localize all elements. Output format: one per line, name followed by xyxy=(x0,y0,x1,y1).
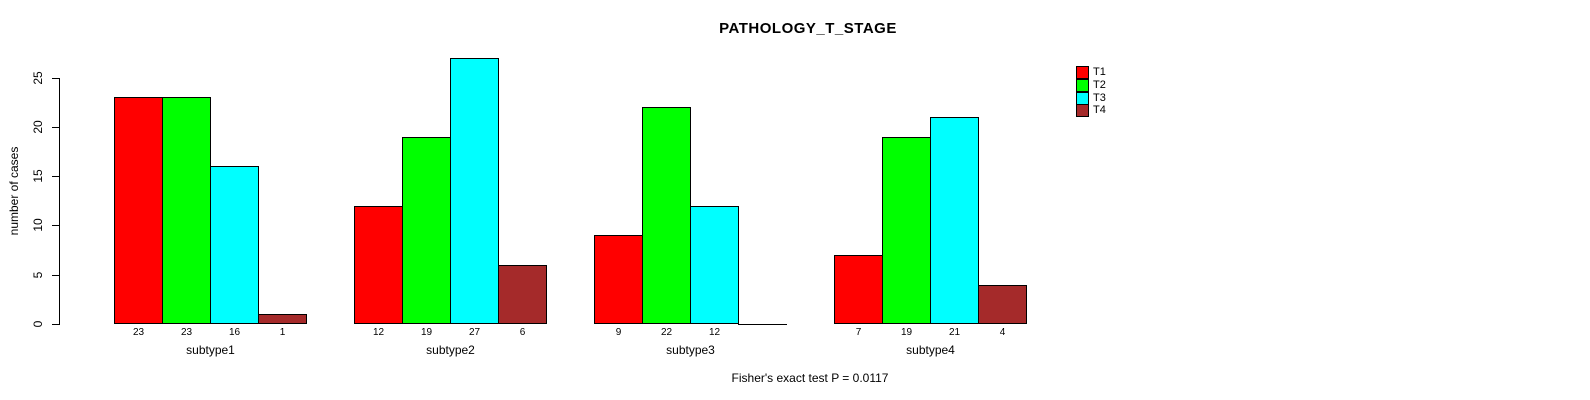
bar-subtype4-T2 xyxy=(882,137,931,324)
x-category-label-subtype3: subtype3 xyxy=(666,343,715,357)
bar-subtype1-T4 xyxy=(258,314,307,324)
y-tick-label: 20 xyxy=(31,120,45,134)
bar-subtype2-T2 xyxy=(402,137,451,324)
y-tick-label: 0 xyxy=(31,320,45,328)
bar-value-label: 9 xyxy=(615,327,622,338)
y-tick xyxy=(52,77,60,79)
bar-value-label: 22 xyxy=(660,327,673,338)
bar-subtype1-T2 xyxy=(162,97,211,324)
bar-value-label: 23 xyxy=(132,327,145,338)
bar-subtype3-T1 xyxy=(594,235,643,324)
bar-subtype3-T4 xyxy=(738,324,787,325)
bar-subtype4-T1 xyxy=(834,255,883,324)
bar-value-label: 23 xyxy=(180,327,193,338)
bar-subtype1-T3 xyxy=(210,166,259,324)
bar-value-label: 12 xyxy=(708,327,721,338)
bar-value-label: 6 xyxy=(519,327,526,338)
y-tick-label: 5 xyxy=(31,271,45,279)
y-axis-line xyxy=(59,77,60,325)
bar-value-label: 4 xyxy=(999,327,1006,338)
y-tick xyxy=(52,324,60,325)
bar-subtype4-T3 xyxy=(930,117,979,324)
x-category-label-subtype1: subtype1 xyxy=(186,343,235,357)
x-category-label-subtype2: subtype2 xyxy=(426,343,475,357)
legend-label: T4 xyxy=(1093,104,1106,117)
y-tick xyxy=(52,176,60,178)
bar-value-label: 12 xyxy=(372,327,385,338)
bar-value-label: 7 xyxy=(855,327,862,338)
bar-value-label: 19 xyxy=(420,327,433,338)
bar-subtype4-T4 xyxy=(978,285,1027,324)
bar-subtype2-T1 xyxy=(354,206,403,324)
bar-value-label: 21 xyxy=(948,327,961,338)
y-tick-label: 15 xyxy=(31,169,45,183)
legend-swatch-T1 xyxy=(1076,66,1089,79)
y-tick-label: 10 xyxy=(31,218,45,233)
chart-title: PATHOLOGY_T_STAGE xyxy=(719,20,897,37)
footer-annotation: Fisher's exact test P = 0.0117 xyxy=(731,371,889,385)
legend-swatch-T2 xyxy=(1076,78,1089,92)
bar-subtype3-T2 xyxy=(642,107,691,324)
y-axis-title: number of cases xyxy=(7,146,21,236)
bar-subtype1-T1 xyxy=(114,97,163,324)
bar-value-label: 16 xyxy=(228,327,241,338)
bar-subtype3-T3 xyxy=(690,206,739,324)
y-tick xyxy=(52,274,60,276)
legend-label: T1 xyxy=(1093,66,1106,78)
bar-value-label: 19 xyxy=(900,327,913,338)
y-tick-label: 25 xyxy=(31,70,45,85)
legend-label: T2 xyxy=(1093,78,1106,91)
bar-value-label: 27 xyxy=(468,327,481,338)
bar-subtype2-T3 xyxy=(450,58,499,324)
bar-subtype2-T4 xyxy=(498,265,547,324)
y-tick xyxy=(52,225,60,227)
bar-value-label: 1 xyxy=(279,327,286,338)
x-category-label-subtype4: subtype4 xyxy=(906,343,955,357)
legend-swatch-T4 xyxy=(1076,104,1089,118)
legend-swatch-T3 xyxy=(1076,91,1089,105)
y-tick xyxy=(52,126,60,128)
legend-label: T3 xyxy=(1093,91,1106,104)
